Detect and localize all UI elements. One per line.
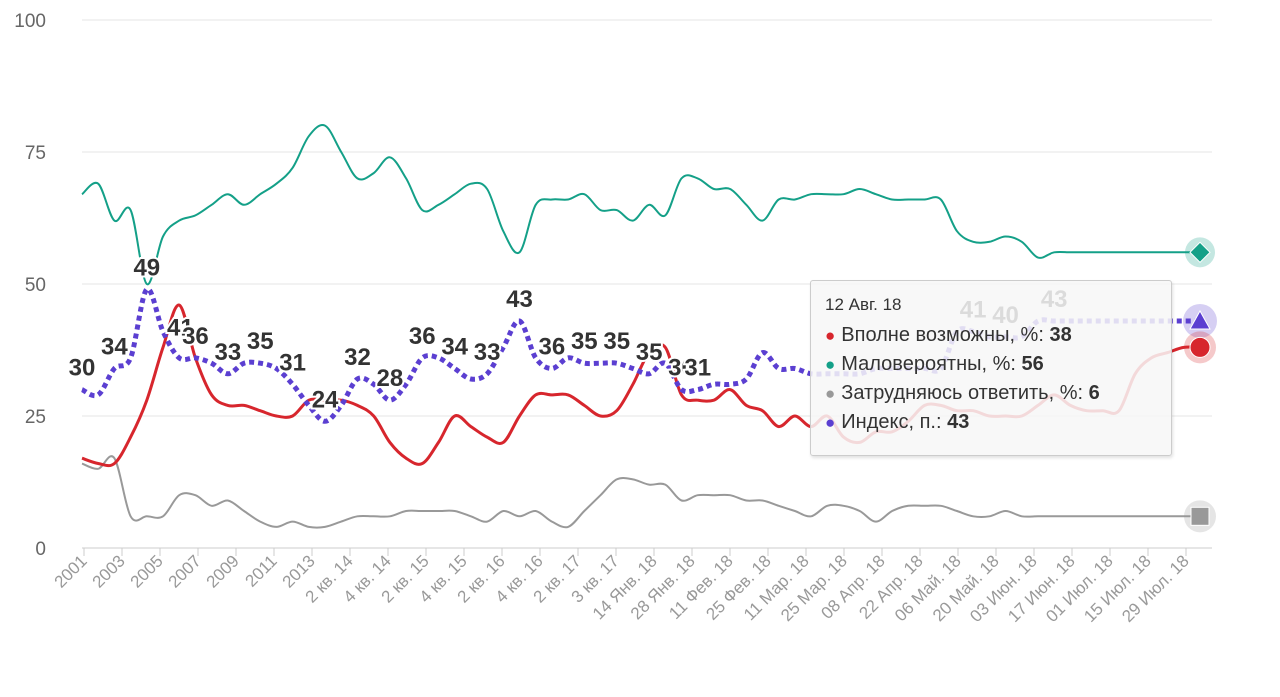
tooltip-label: Затрудняюсь ответить, %: xyxy=(841,382,1089,404)
x-tick-label: 2007 xyxy=(165,551,205,591)
data-label: 33 xyxy=(214,339,241,366)
x-tick-label: 2011 xyxy=(242,551,281,590)
tooltip-row-likely: ● Вполне возможны, %: 38 xyxy=(825,321,1171,350)
data-label: 30 xyxy=(668,355,695,382)
data-label: 34 xyxy=(441,333,468,360)
tooltip-title: 12 Авг. 18 xyxy=(825,295,902,314)
tooltip-label: Индекс, п.: xyxy=(841,411,948,433)
data-label: 35 xyxy=(571,328,598,355)
data-label: 28 xyxy=(377,365,404,392)
data-label: 49 xyxy=(133,254,160,281)
x-tick-label: 2003 xyxy=(89,551,129,591)
x-tick-label: 2009 xyxy=(203,551,243,591)
tooltip: 12 Авг. 18 ● Вполне возможны, %: 38 ● Мало… xyxy=(810,280,1172,456)
tooltip-row-index: ● Индекс, п.: 43 xyxy=(825,408,1171,437)
data-label: 31 xyxy=(684,355,711,382)
data-label: 36 xyxy=(409,323,436,350)
y-tick-label: 50 xyxy=(25,275,46,296)
data-label: 30 xyxy=(69,355,96,382)
data-label: 41 xyxy=(167,315,194,342)
tooltip-value: 38 xyxy=(1049,324,1072,346)
data-label: 33 xyxy=(474,339,501,366)
tooltip-dot-icon: ● xyxy=(825,413,836,432)
diamond-marker-icon xyxy=(1189,241,1211,264)
data-label: 35 xyxy=(636,339,663,366)
circle-marker-icon xyxy=(1189,336,1211,358)
tooltip-row-unlikely: ● Маловероятны, %: 56 xyxy=(825,350,1171,379)
data-label: 31 xyxy=(279,349,306,376)
end-markers xyxy=(1183,237,1217,533)
tooltip-value: 6 xyxy=(1088,382,1100,404)
x-tick-label: 2005 xyxy=(127,551,167,591)
tooltip-dot-icon: ● xyxy=(825,326,836,345)
tooltip-dot-icon: ● xyxy=(825,355,836,374)
tooltip-label: Маловероятны, %: xyxy=(841,353,1022,375)
data-label: 36 xyxy=(182,323,209,350)
square-marker-icon xyxy=(1190,506,1210,526)
data-label: 43 xyxy=(506,286,533,313)
tooltip-value: 43 xyxy=(947,411,970,433)
x-tick-label: 2001 xyxy=(51,551,91,591)
data-label: 35 xyxy=(247,328,274,355)
series-index-line xyxy=(80,286,1200,424)
data-label: 35 xyxy=(603,328,630,355)
y-axis: 0 25 50 75 100 xyxy=(14,11,46,560)
series-unlikely-line xyxy=(81,124,1200,286)
data-label: 36 xyxy=(539,333,566,360)
triangle-marker-icon xyxy=(1189,309,1211,330)
tooltip-dot-icon: ● xyxy=(825,384,836,403)
y-tick-label: 75 xyxy=(25,143,46,164)
data-label: 34 xyxy=(101,333,128,360)
y-tick-label: 0 xyxy=(35,539,46,560)
y-tick-label: 25 xyxy=(25,407,46,428)
series-undecided-line xyxy=(81,455,1200,529)
data-label: 24 xyxy=(312,386,339,413)
tooltip-row-undecided: ● Затрудняюсь ответить, %: 6 xyxy=(825,379,1171,408)
tooltip-label: Вполне возможны, %: xyxy=(841,324,1050,346)
data-label: 32 xyxy=(344,344,371,371)
y-tick-label: 100 xyxy=(14,11,46,32)
tooltip-value: 56 xyxy=(1021,353,1044,375)
